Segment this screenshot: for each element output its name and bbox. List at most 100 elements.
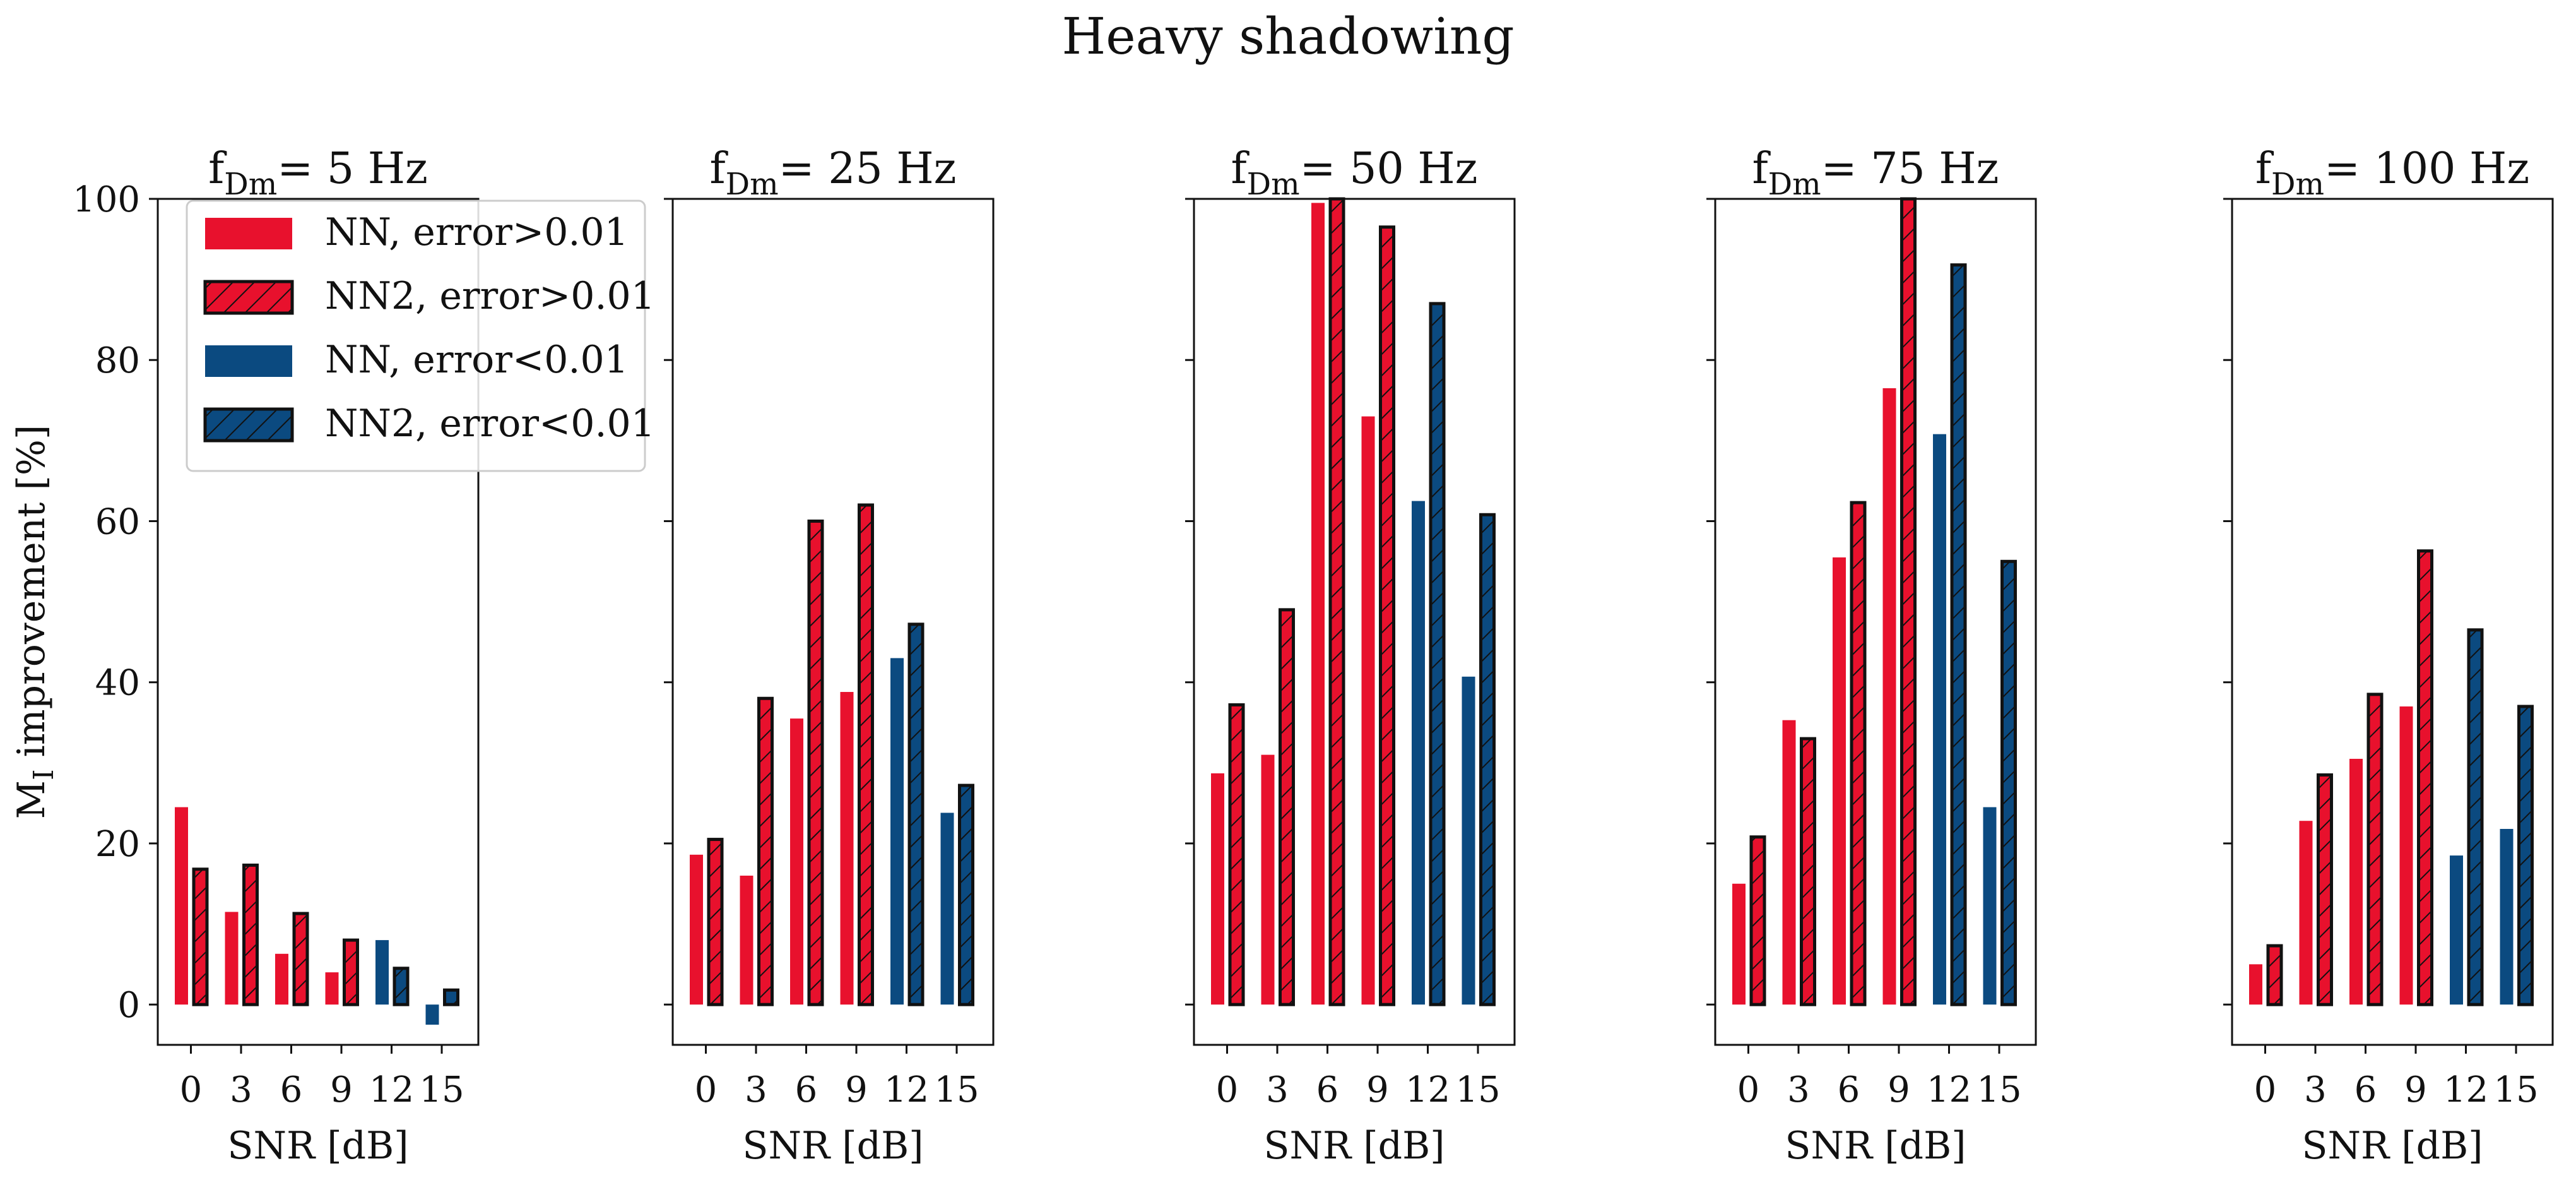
x-tick-label: 0 [695, 1069, 718, 1111]
bar-nn2-panel0-snr12 [393, 967, 410, 1006]
panel-title: fDm= 25 Hz [709, 144, 956, 202]
bar-nn2-panel1-snr9 [858, 503, 874, 1006]
bar-nn2-panel4-snr9 [2417, 549, 2433, 1006]
x-tick-label: 3 [1787, 1069, 1810, 1111]
x-tick-label: 12 [1405, 1069, 1450, 1111]
bar-nn-panel4-snr6 [2349, 758, 2363, 1005]
legend-swatch-3 [203, 407, 294, 443]
x-tick-label: 3 [745, 1069, 767, 1111]
bar-nn-panel4-snr0 [2249, 964, 2262, 1005]
bar-nn2-panel4-snr3 [2317, 773, 2333, 1006]
legend-swatch-1 [203, 280, 294, 315]
x-tick-label: 6 [1838, 1069, 1860, 1111]
bar-nn-panel0-snr9 [325, 972, 339, 1005]
bar-nn-panel0-snr3 [225, 912, 239, 1005]
panel-title-rest: = 100 Hz [2324, 144, 2529, 194]
x-tick-label: 6 [795, 1069, 818, 1111]
x-axis-label: SNR [dB] [1263, 1124, 1445, 1168]
bar-nn-panel1-snr12 [890, 658, 904, 1005]
bar-nn2-panel2-snr9 [1379, 225, 1395, 1006]
bar-nn-panel2-snr6 [1311, 203, 1325, 1005]
bar-nn2-panel0-snr15 [443, 988, 459, 1006]
x-tick-label: 6 [280, 1069, 303, 1111]
x-axis-label: SNR [dB] [742, 1124, 923, 1168]
bar-nn-panel2-snr3 [1261, 754, 1275, 1005]
bar-nn-panel3-snr0 [1732, 883, 1746, 1005]
x-tick-label: 15 [934, 1069, 979, 1111]
panel-title-main: f [1752, 144, 1771, 194]
legend-box [186, 199, 646, 472]
bar-nn2-panel0-snr9 [343, 938, 359, 1006]
bar-nn2-panel1-snr6 [807, 519, 824, 1006]
bar-nn-panel3-snr12 [1933, 434, 1946, 1005]
y-tick-label: 80 [95, 340, 140, 381]
panel-title-sub: Dm [726, 167, 779, 202]
legend-label-3: NN2, error<0.01 [325, 402, 655, 446]
panel-title: fDm= 75 Hz [1752, 144, 1999, 202]
panel-frame [157, 198, 480, 1046]
x-tick-label: 9 [1366, 1069, 1389, 1111]
bar-nn2-panel3-snr6 [1850, 501, 1867, 1006]
x-tick-label: 3 [1266, 1069, 1289, 1111]
bar-nn-panel0-snr15 [425, 1004, 439, 1025]
bar-nn2-panel3-snr15 [2000, 559, 2017, 1006]
x-tick-label: 3 [230, 1069, 252, 1111]
panel-title-main: f [2255, 144, 2274, 194]
x-tick-label: 12 [2443, 1069, 2488, 1111]
y-axis-label-sub: I [28, 770, 60, 780]
bar-nn-panel2-snr15 [1462, 676, 1475, 1005]
bar-nn-panel1-snr0 [690, 854, 703, 1005]
x-tick-label: 9 [330, 1069, 353, 1111]
bar-nn2-panel2-snr12 [1429, 302, 1446, 1006]
bar-nn2-panel3-snr9 [1900, 197, 1917, 1006]
bar-nn-panel0-snr12 [375, 940, 389, 1005]
legend: NN, error>0.01 NN2, error>0.01 NN, error<0… [186, 199, 655, 472]
bar-nn-panel3-snr9 [1882, 388, 1896, 1005]
x-tick-label: 3 [2304, 1069, 2327, 1111]
panel-title-rest: = 25 Hz [779, 144, 957, 194]
legend-label-1: NN2, error>0.01 [325, 274, 655, 318]
x-tick-label: 9 [845, 1069, 868, 1111]
panel-frame [671, 198, 995, 1046]
panel-frame [1714, 198, 2037, 1046]
bar-nn-panel0-snr6 [275, 953, 288, 1005]
x-tick-label: 6 [1316, 1069, 1339, 1111]
bar-nn2-panel1-snr15 [958, 783, 974, 1006]
x-tick-label: 9 [2404, 1069, 2427, 1111]
x-tick-label: 0 [1216, 1069, 1239, 1111]
bar-nn-panel3-snr3 [1782, 720, 1796, 1005]
x-tick-label: 6 [2354, 1069, 2377, 1111]
bar-nn-panel1-snr15 [940, 813, 954, 1005]
legend-label-2: NN, error<0.01 [325, 338, 629, 382]
figure-title: Heavy shadowing [1061, 7, 1514, 66]
x-tick-label: 0 [1737, 1069, 1760, 1111]
panel-title-rest: = 50 Hz [1300, 144, 1478, 194]
y-axis-label-main: M [9, 780, 54, 819]
bar-nn-panel2-snr0 [1211, 773, 1224, 1005]
x-tick-label: 15 [1976, 1069, 2021, 1111]
panel-title: fDm= 5 Hz [208, 144, 428, 202]
bar-nn-panel3-snr15 [1983, 807, 1997, 1005]
bar-nn2-panel4-snr15 [2517, 705, 2534, 1006]
panel-title: fDm= 100 Hz [2255, 144, 2529, 202]
bar-nn-panel1-snr6 [790, 718, 803, 1005]
bar-nn2-panel3-snr3 [1800, 737, 1816, 1006]
y-tick-label: 40 [95, 663, 140, 704]
x-tick-label: 0 [2254, 1069, 2277, 1111]
bar-nn2-panel2-snr6 [1328, 197, 1345, 1006]
bar-nn2-panel3-snr0 [1749, 835, 1766, 1006]
bar-nn2-panel2-snr3 [1279, 608, 1295, 1006]
panel-title-rest: = 75 Hz [1821, 144, 1999, 194]
panel-title-main: f [1231, 144, 1250, 194]
bar-nn2-panel1-snr0 [707, 838, 724, 1006]
bar-nn2-panel4-snr0 [2266, 944, 2283, 1006]
x-tick-label: 12 [1927, 1069, 1971, 1111]
bar-nn-panel4-snr9 [2399, 706, 2413, 1005]
y-tick-label: 60 [95, 501, 140, 542]
bar-nn2-panel2-snr0 [1228, 703, 1245, 1006]
bar-nn-panel1-snr9 [840, 692, 854, 1005]
x-axis-label: SNR [dB] [2301, 1124, 2483, 1168]
x-tick-label: 15 [419, 1069, 464, 1111]
